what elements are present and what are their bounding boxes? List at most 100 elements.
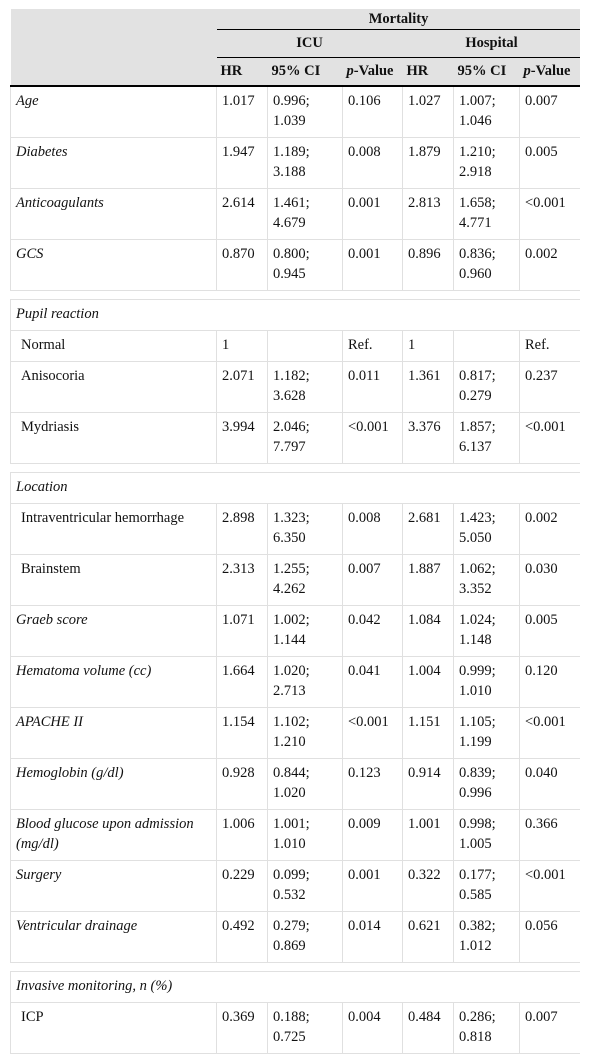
section-spacer xyxy=(10,962,580,972)
cell-icu-ci: 0.279; 0.869 xyxy=(267,911,343,963)
cell-icu-hr: 0.369 xyxy=(216,1002,268,1054)
table-row: Normal 1 Ref. 1 Ref. xyxy=(10,330,580,362)
cell-icu-pvalue: 0.001 xyxy=(342,188,403,240)
table-row: Intraventricular hemorrhage 2.898 1.323; 6… xyxy=(10,503,580,555)
cell-icu-pvalue: 0.001 xyxy=(342,860,403,912)
cell-icu-ci: 0.800; 0.945 xyxy=(267,239,343,291)
cell-icu-pvalue: 0.008 xyxy=(342,137,403,189)
cell-icu-hr: 3.994 xyxy=(216,412,268,464)
cell-hosp-ci: 1.423; 5.050 xyxy=(453,503,520,555)
row-label: Graeb score xyxy=(10,605,217,657)
cell-icu-pvalue: 0.001 xyxy=(342,239,403,291)
cell-icu-ci: 1.182; 3.628 xyxy=(267,361,343,413)
cell-hosp-ci: 1.062; 3.352 xyxy=(453,554,520,606)
cell-hosp-ci: 0.998; 1.005 xyxy=(453,809,520,861)
table-row: Brainstem 2.313 1.255; 4.262 0.007 1.887 1.06… xyxy=(10,554,580,606)
header-icu: ICU xyxy=(216,29,403,58)
cell-icu-hr: 2.071 xyxy=(216,361,268,413)
cell-icu-ci: 1.002; 1.144 xyxy=(267,605,343,657)
cell-hosp-hr: 0.621 xyxy=(402,911,454,963)
cell-hosp-ci: 0.836; 0.960 xyxy=(453,239,520,291)
cell-icu-ci: 1.001; 1.010 xyxy=(267,809,343,861)
col-icu-ci: 95% CI xyxy=(267,57,343,87)
cell-icu-hr: 0.229 xyxy=(216,860,268,912)
cell-icu-pvalue: 0.042 xyxy=(342,605,403,657)
table-row: Surgery 0.229 0.099; 0.532 0.001 0.322 0.177;… xyxy=(10,860,580,912)
cell-hosp-pvalue: Ref. xyxy=(518,330,580,362)
section-spacer xyxy=(10,463,580,473)
cell-icu-hr: 2.313 xyxy=(216,554,268,606)
cell-icu-pvalue: 0.123 xyxy=(342,758,403,810)
cell-hosp-pvalue: 0.005 xyxy=(518,605,580,657)
cell-icu-pvalue: 0.009 xyxy=(342,809,403,861)
section-header-row: Location xyxy=(10,472,580,504)
cell-hosp-ci: 0.839; 0.996 xyxy=(453,758,520,810)
row-label: Hemoglobin (g/dl) xyxy=(10,758,217,810)
cell-icu-pvalue: 0.007 xyxy=(342,554,403,606)
row-label: Mydriasis xyxy=(10,412,217,464)
cell-icu-pvalue: <0.001 xyxy=(342,707,403,759)
cell-icu-pvalue: 0.041 xyxy=(342,656,403,708)
table-row: Mydriasis 3.994 2.046; 7.797 <0.001 3.376 1.8… xyxy=(10,412,580,464)
cell-hosp-hr: 1.027 xyxy=(402,85,454,138)
row-label: Anticoagulants xyxy=(10,188,217,240)
cell-icu-ci: 0.844; 1.020 xyxy=(267,758,343,810)
cell-hosp-ci: 1.658; 4.771 xyxy=(453,188,520,240)
table-row: Hemoglobin (g/dl) 0.928 0.844; 1.020 0.123 0… xyxy=(10,758,580,810)
col-hosp-hr: HR xyxy=(402,57,454,87)
row-label: Brainstem xyxy=(10,554,217,606)
cell-hosp-pvalue: 0.237 xyxy=(518,361,580,413)
col-hosp-pvalue: p-Value xyxy=(519,57,580,87)
cell-hosp-pvalue: <0.001 xyxy=(518,188,580,240)
table-row: Ventricular drainage 0.492 0.279; 0.869 0.0… xyxy=(10,911,580,963)
cell-icu-hr: 2.898 xyxy=(216,503,268,555)
cell-hosp-hr: 1 xyxy=(402,330,454,362)
col-hosp-ci: 95% CI xyxy=(453,57,520,87)
cell-icu-pvalue: 0.008 xyxy=(342,503,403,555)
cell-icu-pvalue: <0.001 xyxy=(342,412,403,464)
cell-hosp-pvalue: 0.040 xyxy=(518,758,580,810)
header-mortality: Mortality xyxy=(216,9,580,30)
table-body: Age 1.017 0.996; 1.039 0.106 1.027 1.007; 1.0… xyxy=(10,85,580,1054)
cell-hosp-hr: 2.813 xyxy=(402,188,454,240)
cell-hosp-ci: 0.382; 1.012 xyxy=(453,911,520,963)
cell-hosp-hr: 0.322 xyxy=(402,860,454,912)
cell-hosp-ci: 0.177; 0.585 xyxy=(453,860,520,912)
cell-hosp-pvalue: 0.366 xyxy=(518,809,580,861)
row-label: Anisocoria xyxy=(10,361,217,413)
cell-hosp-hr: 1.887 xyxy=(402,554,454,606)
cell-hosp-ci: 0.817; 0.279 xyxy=(453,361,520,413)
cell-icu-hr: 1 xyxy=(216,330,268,362)
row-label: ICP xyxy=(10,1002,217,1054)
cell-icu-ci: 2.046; 7.797 xyxy=(267,412,343,464)
cell-hosp-pvalue: <0.001 xyxy=(518,860,580,912)
table-row: Diabetes 1.947 1.189; 3.188 0.008 1.879 1.210… xyxy=(10,137,580,189)
cell-icu-ci xyxy=(267,330,343,362)
section-label: Pupil reaction xyxy=(10,299,580,331)
cell-hosp-ci: 1.105; 1.199 xyxy=(453,707,520,759)
cell-hosp-pvalue: 0.056 xyxy=(518,911,580,963)
mortality-hr-table: Mortality ICU Hospital HR 95% CI p-Value… xyxy=(10,9,580,1054)
table-row: ICP 0.369 0.188; 0.725 0.004 0.484 0.286; 0.8… xyxy=(10,1002,580,1054)
table-row: Age 1.017 0.996; 1.039 0.106 1.027 1.007; 1.0… xyxy=(10,85,580,138)
cell-hosp-ci: 0.999; 1.010 xyxy=(453,656,520,708)
cell-hosp-pvalue: 0.120 xyxy=(518,656,580,708)
row-label: Ventricular drainage xyxy=(10,911,217,963)
table-row: GCS 0.870 0.800; 0.945 0.001 0.896 0.836; 0.9… xyxy=(10,239,580,291)
cell-icu-hr: 1.017 xyxy=(216,85,268,138)
cell-hosp-ci xyxy=(453,330,520,362)
header-hospital: Hospital xyxy=(402,29,580,58)
section-header-row: Pupil reaction xyxy=(10,299,580,331)
section-label: Location xyxy=(10,472,580,504)
table-row: Graeb score 1.071 1.002; 1.144 0.042 1.084 1.… xyxy=(10,605,580,657)
cell-hosp-pvalue: 0.002 xyxy=(518,239,580,291)
cell-hosp-pvalue: 0.030 xyxy=(518,554,580,606)
cell-hosp-ci: 0.286; 0.818 xyxy=(453,1002,520,1054)
cell-icu-ci: 1.461; 4.679 xyxy=(267,188,343,240)
row-label: Normal xyxy=(10,330,217,362)
cell-icu-ci: 1.189; 3.188 xyxy=(267,137,343,189)
row-label: Hematoma volume (cc) xyxy=(10,656,217,708)
cell-icu-hr: 1.006 xyxy=(216,809,268,861)
cell-hosp-hr: 1.001 xyxy=(402,809,454,861)
row-label: GCS xyxy=(10,239,217,291)
